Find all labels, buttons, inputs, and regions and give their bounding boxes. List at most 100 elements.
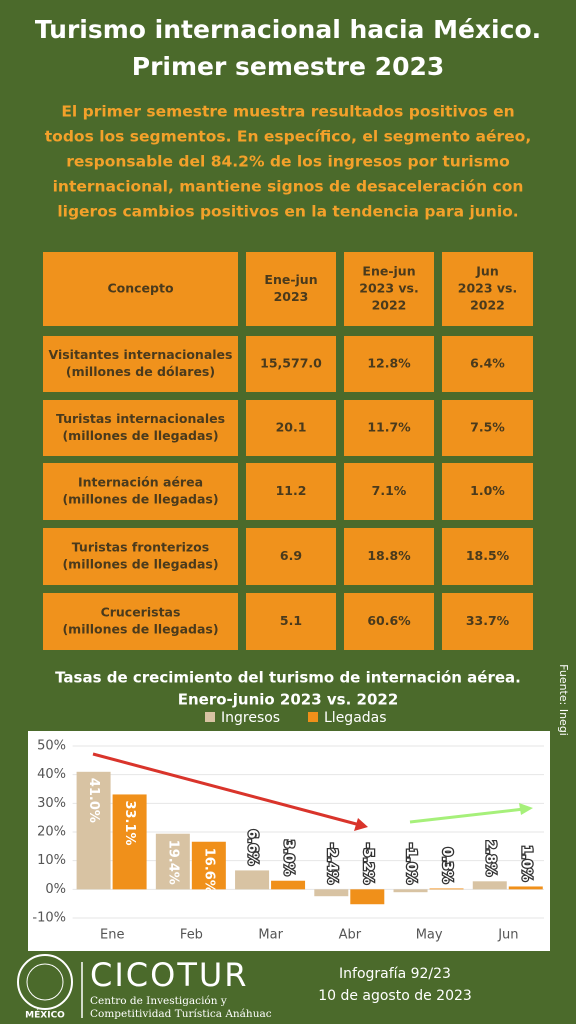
cell-text: 2022 <box>470 298 505 313</box>
value-label: 33.1% <box>122 800 137 845</box>
cell-text: (millones de dólares) <box>66 364 215 379</box>
table-cell <box>43 252 238 326</box>
bar <box>429 888 464 890</box>
table-cell <box>43 336 238 392</box>
table-cell <box>43 463 238 520</box>
table-cell <box>344 593 434 650</box>
value-label: -5.2% <box>360 843 375 884</box>
table-cell <box>442 252 533 326</box>
brand-line: Competitividad Turística Anáhuac <box>90 1008 272 1020</box>
bar <box>191 841 226 890</box>
cell-text: Cruceristas <box>101 605 181 620</box>
x-tick-label: Feb <box>180 928 203 943</box>
cell-text: 12.8% <box>367 356 411 371</box>
cell-text: 18.5% <box>466 548 510 563</box>
table: Concepto Ene-jun 2023 Ene-jun 2023 vs. 2022 Ju… <box>43 252 533 650</box>
cell-text: 15,577.0 <box>260 356 322 371</box>
source: Fuente: Inegi <box>557 664 570 736</box>
cell-text: 11.2 <box>276 483 307 498</box>
table-cell <box>344 252 434 326</box>
x-tick-label: Jun <box>497 928 518 943</box>
table-cell <box>442 336 533 392</box>
bar <box>271 880 306 890</box>
value-label: 0.3% <box>439 847 454 883</box>
table-cell <box>43 528 238 585</box>
chart: Tasas de crecimiento del turismo de inte… <box>32 664 570 942</box>
intro-line: ligeros cambios positivos en la tendenci… <box>57 203 518 221</box>
table-cell <box>442 463 533 520</box>
brand-line: Centro de Investigación y <box>90 995 227 1007</box>
brand: CICOTUR <box>90 956 249 994</box>
cell-text: Internación aérea <box>78 475 203 490</box>
bar <box>314 889 349 897</box>
legend-swatch <box>205 712 215 722</box>
cell-text: 60.6% <box>367 613 411 628</box>
table-cell <box>43 400 238 456</box>
cell-text: 6.4% <box>470 356 505 371</box>
table-cell <box>344 463 434 520</box>
cell-text: (millones de llegadas) <box>62 428 218 443</box>
y-tick-label: 0% <box>45 882 66 897</box>
value-label: 41.0% <box>86 778 101 823</box>
seal <box>17 954 73 1010</box>
title: Turismo internacional hacia México. <box>35 15 541 44</box>
arrow-head <box>519 803 533 815</box>
cell-text: Ene-jun <box>362 264 415 279</box>
cell-text: Visitantes internacionales <box>49 347 233 362</box>
cell-text: 33.7% <box>466 613 510 628</box>
intro-line: todos los segmentos. En específico, el s… <box>45 128 531 146</box>
value-label: 19.4% <box>165 840 180 885</box>
cell-text: (millones de llegadas) <box>62 492 218 507</box>
bar <box>235 870 270 890</box>
value-label: -1.0% <box>403 843 418 884</box>
seal <box>26 963 64 1001</box>
bar <box>472 881 507 890</box>
cell-text: Ene-jun <box>264 272 317 287</box>
chart-title: Enero-junio 2023 vs. 2022 <box>178 691 399 709</box>
cell-text: 7.1% <box>372 483 407 498</box>
y-tick-label: 40% <box>37 767 66 782</box>
cell-text: 18.8% <box>367 548 411 563</box>
table-cell <box>344 336 434 392</box>
x-tick-label: May <box>416 928 443 943</box>
table-cell <box>246 528 336 585</box>
cell-text: 20.1 <box>276 420 307 435</box>
value-label: 2.8% <box>482 840 497 876</box>
bar <box>155 833 190 890</box>
table-cell <box>442 528 533 585</box>
info: 10 de agosto de 2023 <box>318 988 472 1004</box>
y-tick-label: 50% <box>37 739 66 754</box>
x-tick-label: Ene <box>100 928 124 943</box>
bar <box>112 794 147 890</box>
cell-text: 2023 vs. <box>458 281 517 296</box>
value-label: -2.4% <box>324 843 339 884</box>
table-cell <box>246 400 336 456</box>
table-cell <box>246 336 336 392</box>
table-cell <box>246 463 336 520</box>
x-tick-label: Abr <box>339 928 362 943</box>
cell-text: (millones de llegadas) <box>62 622 218 637</box>
x-tick-label: Mar <box>258 928 283 943</box>
value-label: 6.6% <box>245 829 260 865</box>
table-cell <box>43 593 238 650</box>
chart-title: Tasas de crecimiento del turismo de inte… <box>55 669 521 687</box>
cell-text: Concepto <box>107 281 173 296</box>
cell-text: Turistas internacionales <box>56 411 225 426</box>
title: Primer semestre 2023 <box>132 52 445 81</box>
intro-line: internacional, mantiene signos de desace… <box>53 178 524 196</box>
table-cell <box>442 400 533 456</box>
table-cell <box>442 593 533 650</box>
y-tick-label: 10% <box>37 853 66 868</box>
intro-line: responsable del 84.2% de los ingresos po… <box>66 153 510 171</box>
legend-swatch <box>308 712 318 722</box>
cell-text: 1.0% <box>470 483 505 498</box>
intro-line: El primer semestre muestra resultados po… <box>61 103 514 121</box>
seal-text: MÉXICO <box>25 1009 65 1021</box>
value-label: 16.6% <box>201 848 216 893</box>
arrow-head <box>354 818 368 831</box>
cell-text: 2023 <box>274 289 309 304</box>
cell-text: Turistas fronterizos <box>72 540 209 555</box>
value-label: 1.0% <box>518 845 533 881</box>
bar <box>508 886 543 890</box>
